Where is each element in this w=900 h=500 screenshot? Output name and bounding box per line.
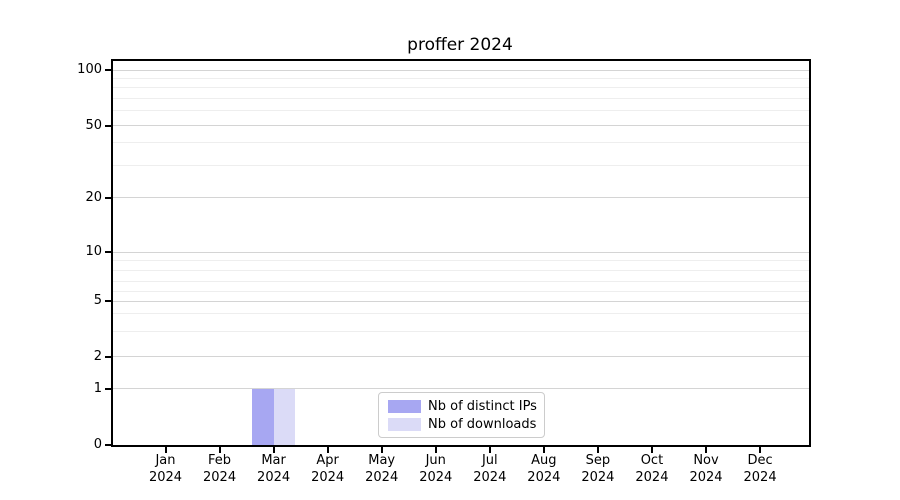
gridline-major-5 [113,300,809,302]
y-axis-tick-10 [105,251,111,253]
y-axis-tick-20 [105,196,111,199]
x-axis-tick-jul [488,447,491,453]
x-axis-tick-label-jul: Jul 2024 [473,453,507,485]
x-axis-tick-jun [434,447,437,453]
y-axis-tick-label-2: 2 [93,348,102,364]
x-axis-tick-apr [326,447,329,453]
y-axis-tick-label-100: 100 [77,62,102,77]
y-axis-tick-0 [105,444,111,446]
gridline-minor-6 [113,290,809,292]
y-axis-tick-1 [105,387,111,390]
x-axis-tick-label-aug: Aug 2024 [527,453,561,485]
y-axis-tick-label-0: 0 [93,437,102,452]
x-axis-tick-label-jun: Jun 2024 [419,453,453,485]
x-axis-tick-label-nov: Nov 2024 [689,453,723,485]
x-axis-tick-nov [705,447,707,453]
x-axis-tick-mar [272,447,275,453]
x-axis-tick-aug [542,447,545,453]
gridline-minor-30 [113,164,809,166]
x-axis-tick-may [380,447,383,453]
gridline-minor-7 [113,280,809,282]
gridline-major-2 [113,356,809,357]
gridline-minor-3 [113,331,809,332]
legend: Nb of distinct IPs Nb of downloads [378,392,545,438]
x-axis-tick-label-may: May 2024 [365,453,399,485]
gridline-minor-70 [113,97,809,99]
bar-nb-of-downloads-mar-2024 [273,388,296,445]
x-axis-tick-label-dec: Dec 2024 [743,453,777,485]
legend-swatch-distinct-ips-icon [388,399,421,413]
gridline-minor-80 [113,87,809,89]
x-axis-tick-dec [759,447,762,453]
y-axis-tick-50 [105,124,111,127]
legend-swatch-downloads-icon [388,417,421,431]
gridline-minor-9 [113,259,809,261]
chart-title: proffer 2024 [407,35,513,55]
y-axis-tick-label-1: 1 [93,380,102,396]
x-axis-tick-label-apr: Apr 2024 [311,453,345,485]
x-axis-tick-oct [650,447,653,453]
x-axis-tick-feb [218,447,221,453]
gridline-minor-90 [113,77,809,79]
x-axis-tick-label-jan: Jan 2024 [148,453,183,485]
gridline-major-50 [113,125,809,126]
gridline-major-1 [113,388,809,389]
gridline-minor-4 [113,312,809,314]
x-axis-tick-jan [164,447,167,453]
x-axis-tick-sep [596,447,599,453]
gridline-major-10 [113,251,809,253]
legend-entry-distinct-ips: Nb of distinct IPs [388,397,537,415]
gridline-minor-40 [113,141,809,143]
legend-label-distinct-ips: Nb of distinct IPs [428,398,537,414]
legend-entry-downloads: Nb of downloads [388,415,537,433]
x-axis-tick-label-oct: Oct 2024 [635,453,669,485]
y-axis-tick-label-50: 50 [85,117,102,133]
x-axis-tick-label-feb: Feb 2024 [203,453,237,485]
x-axis-tick-label-sep: Sep 2024 [581,453,615,485]
gridline-major-100 [113,69,809,71]
gridline-minor-8 [113,270,809,271]
bar-nb-of-distinct-ips-mar-2024 [252,388,274,445]
legend-label-downloads: Nb of downloads [428,416,537,432]
gridline-major-20 [113,197,809,198]
y-axis-tick-100 [105,69,111,71]
plot-area [111,59,811,447]
y-axis-tick-5 [105,300,111,302]
y-axis-tick-2 [105,355,111,358]
x-axis-tick-label-mar: Mar 2024 [257,453,291,485]
y-axis-tick-label-5: 5 [93,293,102,308]
y-axis-tick-label-20: 20 [85,189,102,205]
y-axis-tick-label-10: 10 [85,244,102,259]
gridline-minor-60 [113,109,809,111]
